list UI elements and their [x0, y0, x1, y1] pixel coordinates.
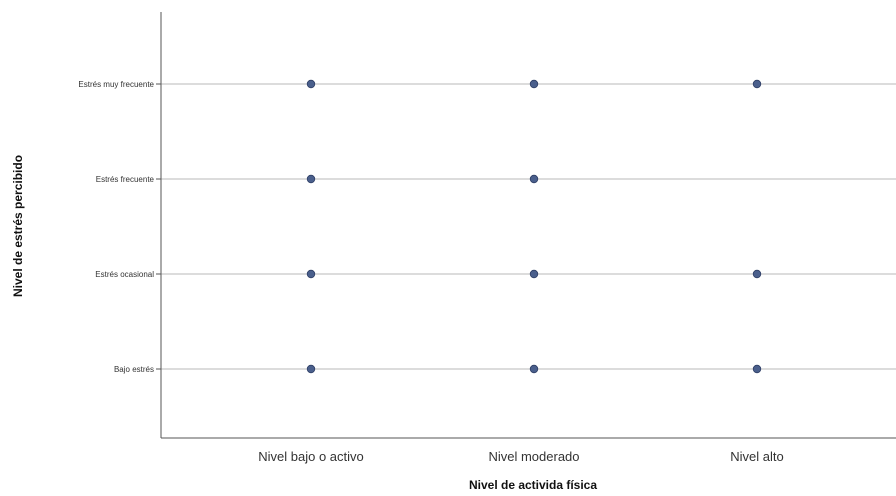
data-point [529, 174, 539, 184]
data-point [529, 79, 539, 89]
x-tick-labels: Nivel bajo o activo Nivel moderado Nivel a… [258, 449, 783, 464]
x-axis-title: Nivel de activida física [469, 478, 597, 492]
y-tick-label: Estrés ocasional [95, 270, 154, 279]
data-point [752, 79, 762, 89]
y-tick-labels: Bajo estrés Estrés ocasional Estrés frecue… [78, 80, 161, 374]
data-point [306, 364, 316, 374]
data-points [306, 79, 762, 374]
x-tick-label: Nivel alto [730, 449, 783, 464]
x-tick-label: Nivel bajo o activo [258, 449, 364, 464]
data-point [752, 269, 762, 279]
gridlines [161, 83, 896, 370]
data-point [752, 364, 762, 374]
data-point [529, 269, 539, 279]
y-tick-label: Estrés muy frecuente [78, 80, 154, 89]
y-tick-label: Estrés frecuente [96, 175, 155, 184]
data-point [529, 364, 539, 374]
data-point [306, 174, 316, 184]
y-axis-title: Nivel de estrés percibido [11, 155, 25, 297]
data-point [306, 79, 316, 89]
y-tick-label: Bajo estrés [114, 365, 154, 374]
data-point [306, 269, 316, 279]
x-tick-label: Nivel moderado [488, 449, 579, 464]
